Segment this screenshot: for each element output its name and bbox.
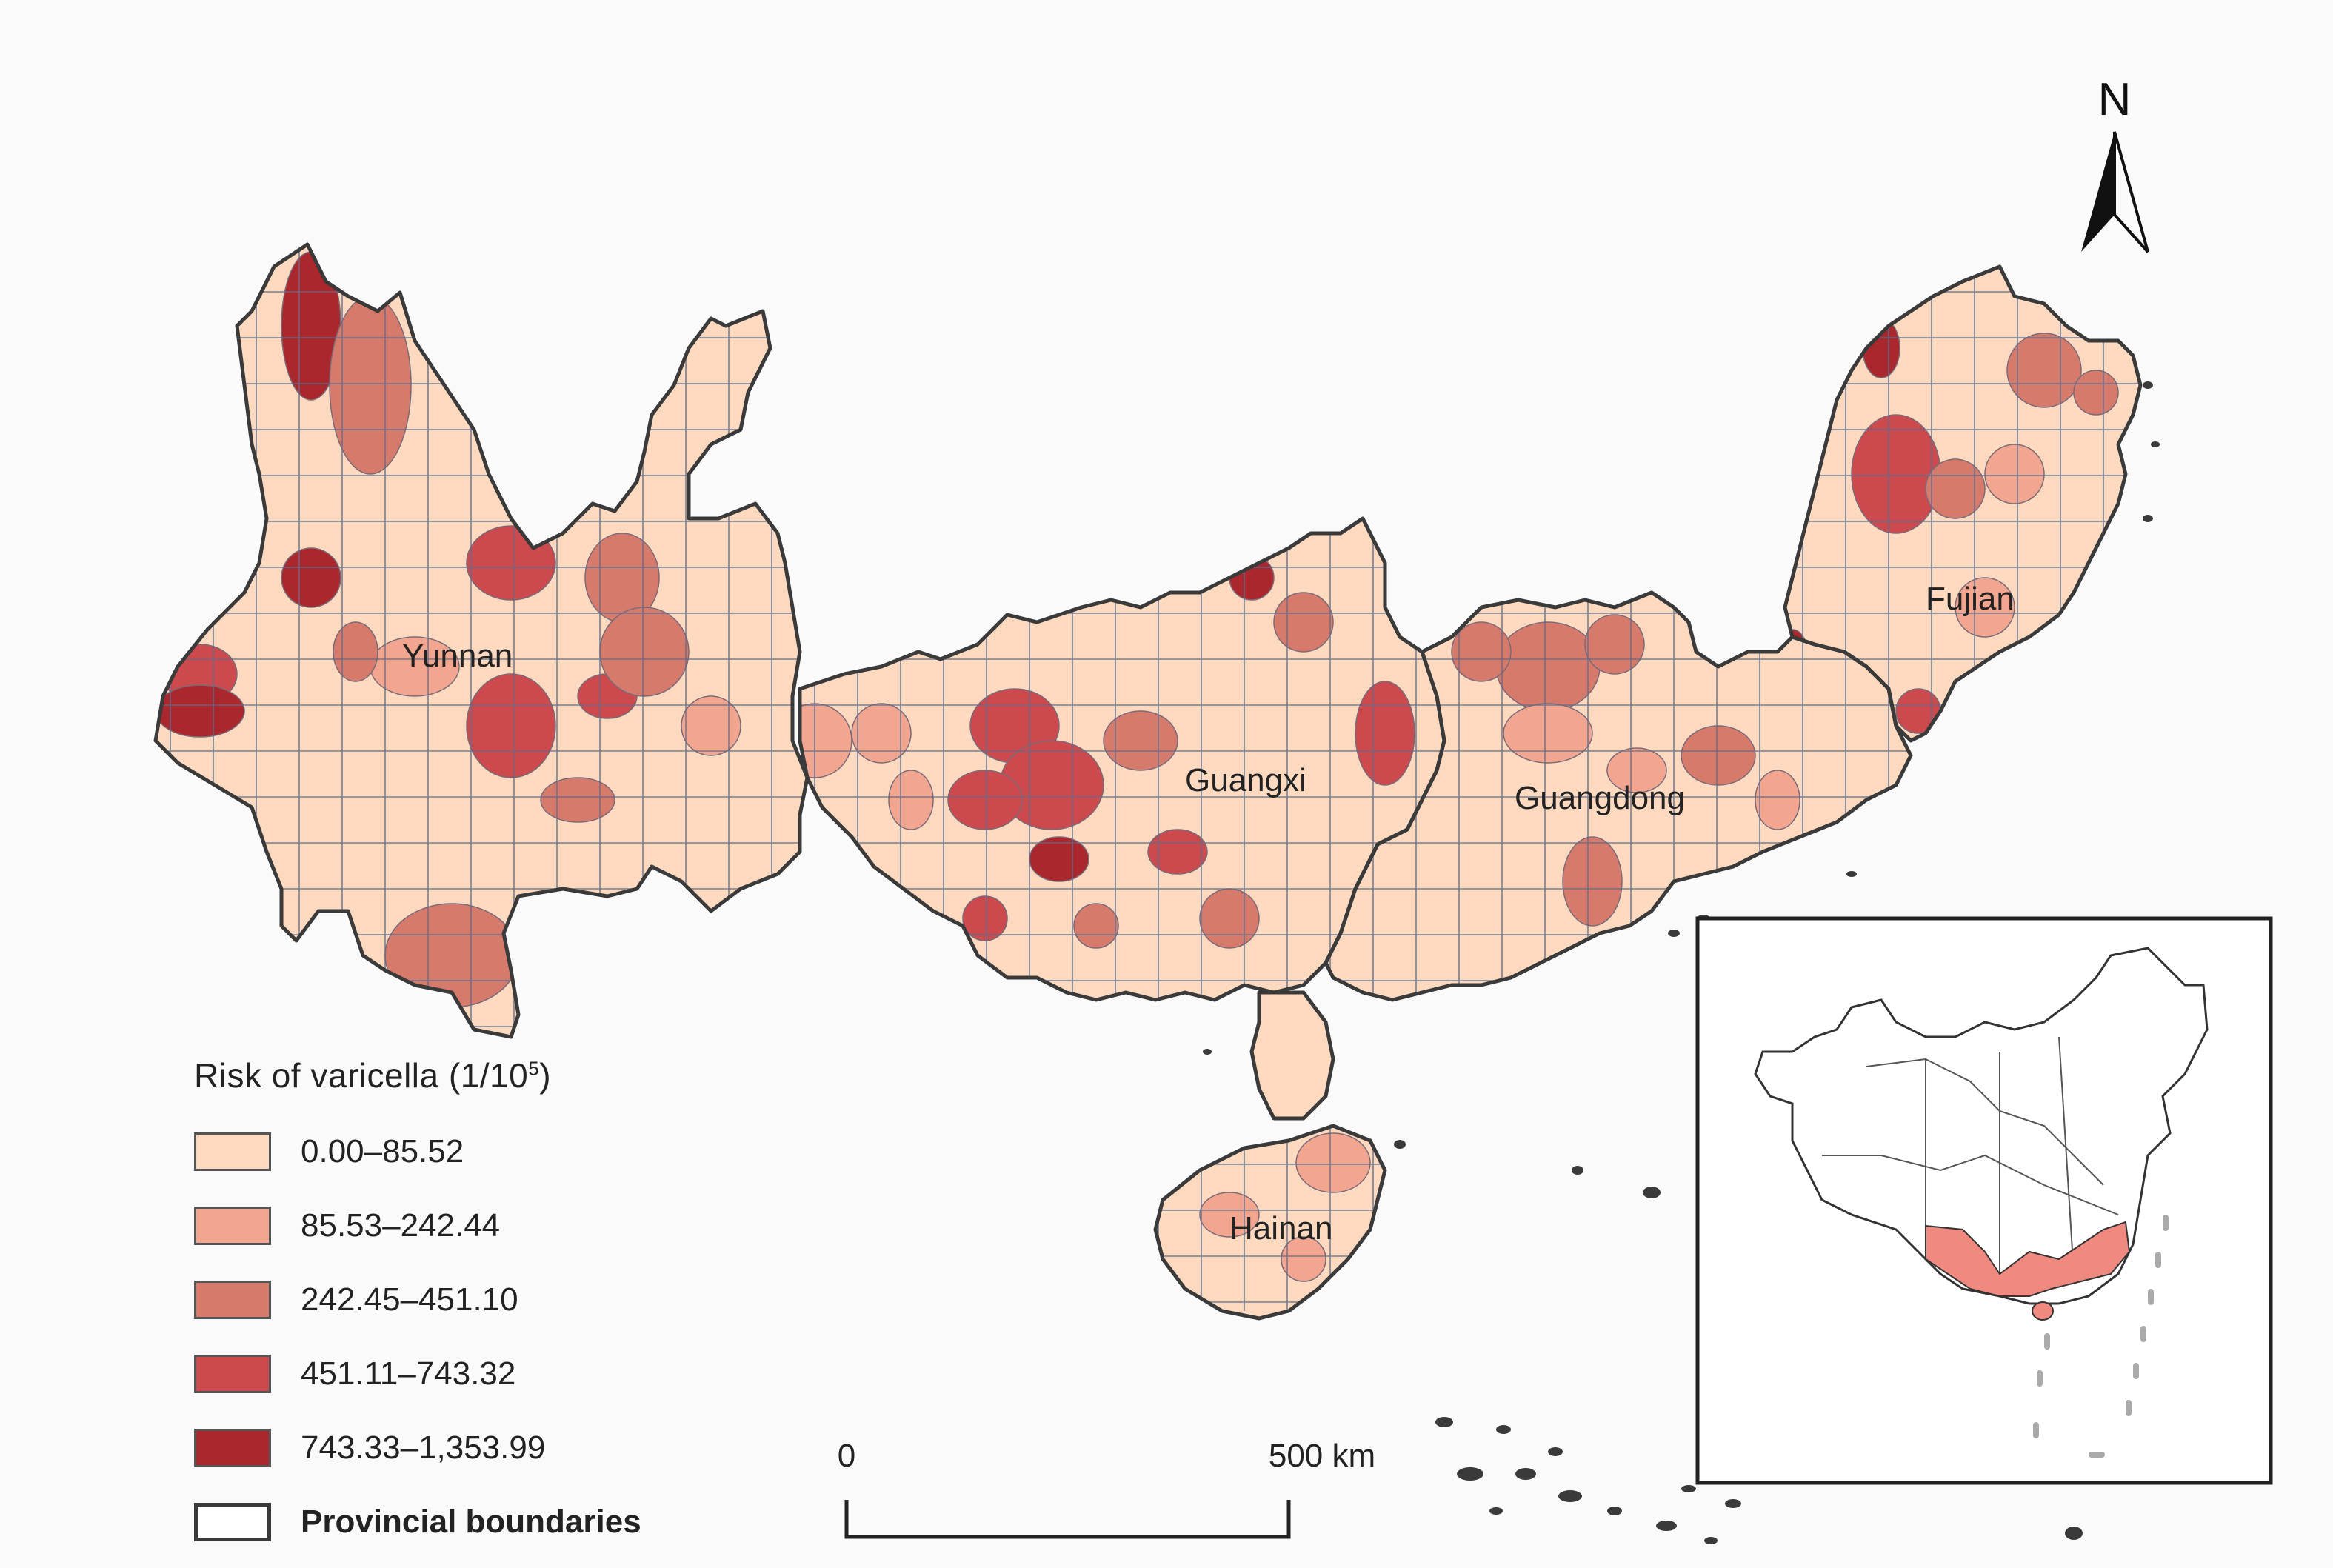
legend-swatch-class-1 (194, 1132, 271, 1171)
legend-label-class-2: 85.53–242.44 (301, 1207, 501, 1244)
legend-swatch-class-4 (194, 1355, 271, 1393)
province-label-yunnan: Yunnan (402, 638, 513, 674)
county-patch-fujian-45 (1955, 577, 2015, 638)
county-patch-guangxi-28 (1073, 903, 1119, 949)
county-patch-yunnan-9 (599, 607, 690, 697)
county-patch-guangxi-29 (888, 770, 934, 830)
county-boundaries-guangdong (1326, 593, 1911, 1000)
county-patch-yunnan-14 (681, 695, 741, 756)
legend-swatch-boundary (194, 1503, 271, 1541)
county-patch-fujian-42 (2073, 370, 2119, 416)
county-patch-guangxi-18 (1029, 836, 1089, 882)
county-patch-guangxi-26 (1199, 888, 1260, 949)
legend-label-class-1: 0.00–85.52 (301, 1133, 464, 1170)
legend-swatch-class-2 (194, 1207, 271, 1245)
county-patch-fujian-39 (1851, 414, 1941, 534)
inset-map (1695, 916, 2273, 1485)
county-patch-yunnan-4 (156, 684, 245, 738)
county-patch-guangdong-33 (1503, 703, 1593, 764)
map-legend: Risk of varicella (1/105) 0.00–85.52 85.5… (194, 1055, 641, 1559)
county-patch-guangdong-36 (1606, 747, 1667, 793)
legend-label-class-3: 242.45–451.10 (301, 1281, 518, 1318)
province-outline-fujian (1783, 264, 2143, 743)
legend-title: Risk of varicella (1/105) (194, 1056, 552, 1095)
county-patch-yunnan-5 (466, 525, 556, 601)
county-patch-guangdong-37 (1755, 770, 1800, 830)
legend-row-boundaries: Provincial boundaries (194, 1485, 641, 1559)
county-boundaries-yunnan (156, 244, 807, 1037)
county-patch-guangdong-34 (1562, 836, 1623, 927)
inset-hainan (2032, 1301, 2054, 1321)
province-outline-yunnan (153, 242, 810, 1039)
county-patch-yunnan-2 (281, 547, 341, 608)
county-patch-guangxi-24 (1103, 710, 1178, 771)
legend-swatch-class-3 (194, 1281, 271, 1319)
legend-row-class-3: 242.45–451.10 (194, 1263, 641, 1337)
legend-label-class-4: 451.11–743.32 (301, 1355, 516, 1392)
north-arrow-icon (2081, 132, 2115, 252)
county-patch-guangdong-31 (1584, 614, 1645, 675)
inset-china-outline (1754, 947, 2209, 1305)
county-patch-guangxi-20 (1229, 555, 1275, 601)
county-patch-guangdong-32 (1451, 621, 1512, 682)
province-outline-hainan (1153, 1124, 1387, 1321)
province-label-hainan: Hainan (1229, 1210, 1332, 1247)
county-patch-yunnan-12 (333, 621, 378, 682)
county-patch-fujian-46 (1984, 444, 2045, 504)
county-patch-fujian-40 (1925, 458, 1986, 519)
county-patch-guangxi-19 (1147, 829, 1208, 875)
province-label-guangdong: Guangdong (1515, 780, 1685, 816)
scale-end-label: 500 km (1269, 1438, 1375, 1474)
scale-bar: 0 500 km (838, 1438, 1375, 1539)
county-patch-yunnan-6 (466, 673, 556, 778)
province-label-fujian: Fujian (1926, 581, 2015, 617)
county-patch-hainan-49 (1281, 1236, 1326, 1282)
county-patch-fujian-44 (1895, 688, 1941, 734)
legend-row-class-2: 85.53–242.44 (194, 1189, 641, 1263)
county-patch-guangxi-21 (1273, 592, 1334, 653)
county-boundaries-guangxi (800, 518, 1444, 1000)
island-dots (1203, 381, 2160, 1544)
scale-start-label: 0 (838, 1438, 855, 1474)
legend-row-class-1: 0.00–85.52 (194, 1115, 641, 1189)
county-patch-guangxi-17 (947, 770, 1023, 830)
legend-row-class-4: 451.11–743.32 (194, 1337, 641, 1411)
inset-dashed-boundary (2033, 1215, 2169, 1458)
county-patch-guangxi-23 (962, 895, 1008, 941)
county-patch-guangxi-27 (851, 703, 912, 764)
legend-label-boundaries: Provincial boundaries (301, 1504, 641, 1540)
leizhou-peninsula (1249, 990, 1335, 1121)
county-patch-guangdong-35 (1681, 725, 1756, 786)
north-arrow-label: N (2098, 74, 2132, 125)
north-arrow: N (2081, 74, 2149, 253)
legend-swatch-class-5 (194, 1429, 271, 1467)
county-patch-fujian-41 (2006, 333, 2082, 408)
province-outline-guangdong (1324, 590, 1913, 1002)
province-label-guangxi: Guangxi (1185, 762, 1306, 798)
province-fill-yunnan (156, 244, 807, 1037)
province-fill-guangdong (1326, 593, 1911, 1000)
county-patch-guangxi-22 (1355, 681, 1415, 786)
county-patch-hainan-47 (1295, 1132, 1371, 1193)
legend-row-class-5: 743.33–1,353.99 (194, 1411, 641, 1485)
county-patch-guangdong-30 (1495, 621, 1601, 712)
county-patch-yunnan-13 (540, 777, 615, 823)
inset-internal-boundaries (1822, 1036, 2119, 1289)
legend-label-class-5: 743.33–1,353.99 (301, 1429, 546, 1466)
inset-study-area (1925, 1221, 2131, 1297)
